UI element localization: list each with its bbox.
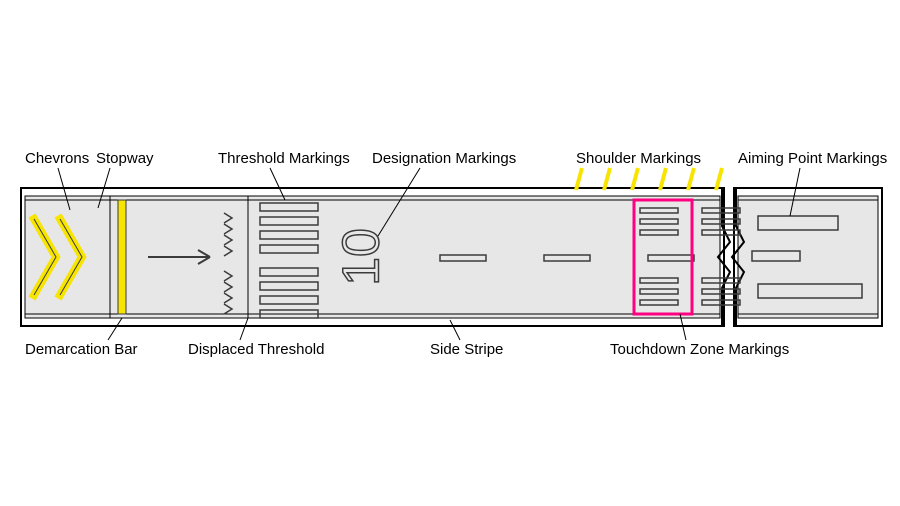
label-displaced: Displaced Threshold bbox=[188, 341, 324, 358]
designation-text: 10 bbox=[333, 228, 391, 286]
leader-threshold bbox=[270, 168, 285, 200]
label-side: Side Stripe bbox=[430, 341, 503, 358]
label-stopway: Stopway bbox=[96, 150, 154, 167]
label-threshold: Threshold Markings bbox=[218, 150, 350, 167]
label-chevrons: Chevrons bbox=[25, 150, 89, 167]
demarcation-bar bbox=[118, 200, 126, 314]
shoulder-tick bbox=[632, 168, 638, 190]
label-demarcation: Demarcation Bar bbox=[25, 341, 138, 358]
leader-demarcation bbox=[108, 318, 122, 340]
label-shoulder: Shoulder Markings bbox=[576, 150, 701, 167]
shoulder-tick bbox=[576, 168, 582, 190]
leader-side bbox=[450, 320, 460, 340]
shoulder-tick bbox=[716, 168, 722, 190]
label-tdz: Touchdown Zone Markings bbox=[610, 341, 789, 358]
label-designation: Designation Markings bbox=[372, 150, 516, 167]
shoulder-tick bbox=[660, 168, 666, 190]
leader-displaced bbox=[240, 318, 248, 340]
runway-ext bbox=[738, 196, 878, 318]
runway-diagram: 10 Chevrons Stopway Threshold Markings Desig… bbox=[0, 0, 900, 506]
label-aiming: Aiming Point Markings bbox=[738, 150, 887, 167]
shoulder-tick bbox=[688, 168, 694, 190]
shoulder-tick bbox=[604, 168, 610, 190]
